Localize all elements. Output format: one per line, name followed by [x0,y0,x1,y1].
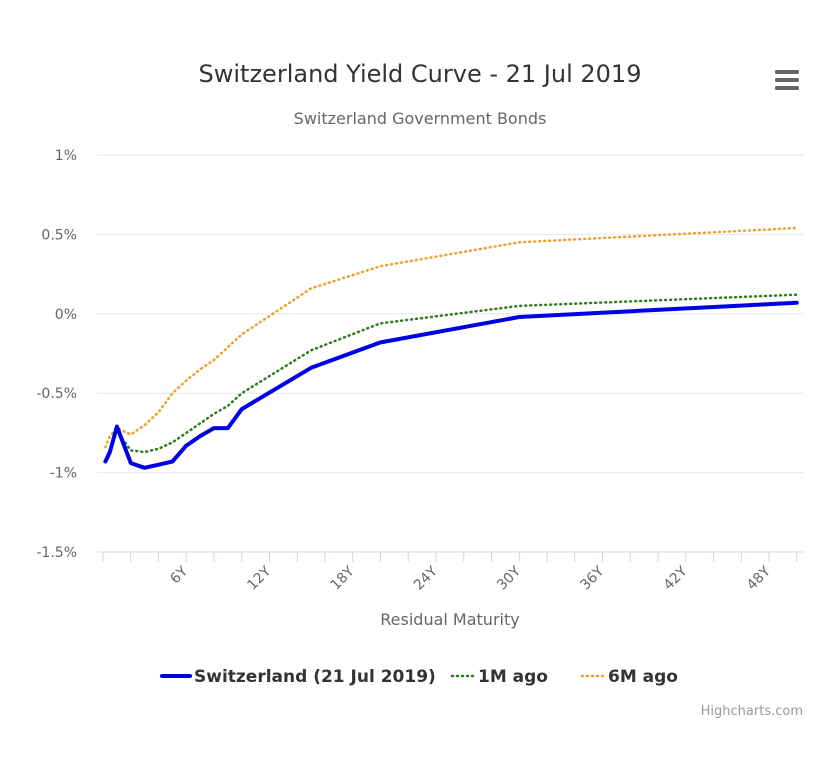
legend-item[interactable]: 1M ago [450,667,548,687]
y-axis-labels: 1% 0.5% 0% -0.5% -1% -1.5% [36,148,77,561]
legend-item[interactable]: Switzerland (21 Jul 2019) [160,667,436,687]
x-tick-label: 42Y [661,563,691,593]
legend-item[interactable]: 6M ago [580,667,678,687]
chart-title: Switzerland Yield Curve - 21 Jul 2019 [199,60,642,88]
y-tick-label: -0.5% [36,386,77,402]
legend-label: Switzerland (21 Jul 2019) [194,667,436,687]
series-line[interactable] [104,226,799,449]
y-tick-label: 0% [55,307,77,323]
y-tick-label: 1% [55,148,77,164]
y-tick-label: -1% [50,466,77,482]
x-tick-label: 6Y [167,563,191,587]
x-tick-label: 30Y [494,563,524,593]
x-tick-label: 24Y [411,563,441,593]
series-line[interactable] [104,293,799,462]
legend: Switzerland (21 Jul 2019) 1M ago 6M ago [160,667,678,687]
legend-label: 1M ago [478,667,548,687]
x-tick-label: 12Y [244,563,274,593]
series-lines [103,226,799,470]
x-axis-ticks: 6Y 12Y 18Y 24Y 30Y 36Y 42Y 48Y [102,552,798,593]
credits-link[interactable]: Highcharts.com [701,704,803,719]
series-line[interactable] [103,300,799,470]
x-tick-label: 18Y [328,563,358,593]
y-tick-label: -1.5% [36,545,77,561]
hamburger-menu-icon[interactable] [770,66,806,94]
x-tick-label: 36Y [577,563,607,593]
x-axis-title: Residual Maturity [380,610,519,629]
chart-subtitle: Switzerland Government Bonds [294,109,547,128]
y-tick-label: 0.5% [41,227,77,243]
x-tick-label: 48Y [744,563,774,593]
legend-label: 6M ago [608,667,678,687]
